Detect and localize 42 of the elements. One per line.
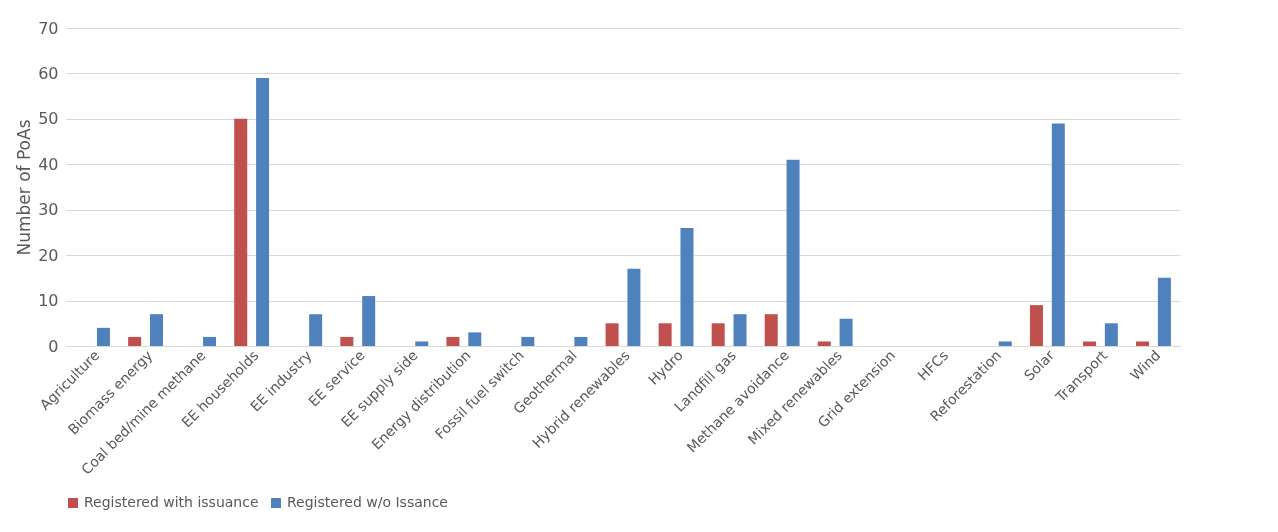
y-axis-title: Number of PoAs — [14, 119, 35, 256]
bar — [998, 341, 1012, 346]
y-tick-label: 50 — [38, 109, 59, 129]
bar — [605, 323, 619, 346]
bar — [1104, 323, 1118, 346]
bar — [764, 314, 778, 346]
y-tick-label: 10 — [38, 291, 59, 311]
bar — [1083, 341, 1097, 346]
bar — [574, 336, 588, 346]
bar — [446, 336, 460, 346]
bar — [234, 118, 248, 346]
bar — [256, 77, 270, 346]
bar — [203, 336, 217, 346]
bar — [1051, 123, 1065, 346]
y-tick-label: 20 — [38, 245, 59, 265]
bar — [128, 336, 142, 346]
bar — [468, 332, 482, 346]
y-tick-label: 30 — [38, 200, 59, 220]
bar — [680, 227, 694, 346]
bar — [627, 268, 641, 346]
bar — [96, 327, 110, 346]
bar — [362, 296, 376, 346]
bar — [309, 314, 323, 346]
bar — [1136, 341, 1150, 346]
y-tick-label: 40 — [38, 154, 59, 174]
bar — [521, 336, 535, 346]
bar — [711, 323, 725, 346]
bar — [1157, 277, 1171, 346]
bar — [415, 341, 429, 346]
legend-label: Registered w/o Issance — [287, 494, 448, 510]
y-tick-label: 0 — [48, 336, 59, 356]
bar — [786, 159, 800, 346]
y-tick-label: 60 — [38, 63, 59, 83]
bar — [149, 314, 163, 346]
bar — [817, 341, 831, 346]
bar — [733, 314, 747, 346]
y-tick-label: 70 — [38, 18, 59, 38]
bar — [658, 323, 672, 346]
legend-label: Registered with issuance — [84, 494, 259, 510]
bar — [340, 336, 354, 346]
bar — [1029, 305, 1043, 346]
bar — [839, 318, 853, 346]
